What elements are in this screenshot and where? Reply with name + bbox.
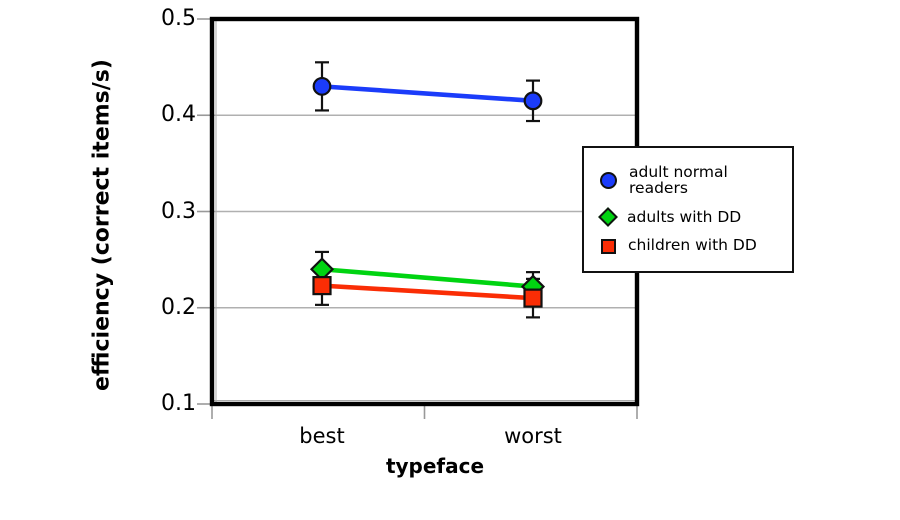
legend-item-adults-with-dd: adults with DD: [598, 207, 788, 228]
legend-marker-diamond-icon: [598, 207, 618, 228]
legend-item-children-with-dd: children with DD: [600, 238, 788, 254]
series-line-0: [321, 84, 534, 104]
x-axis-title: typeface: [385, 454, 485, 478]
legend-label: adult normal readers: [629, 163, 728, 197]
data-point-circle: [312, 76, 332, 96]
series-line-2: [321, 283, 534, 301]
y-tick-label: 0.1: [161, 391, 196, 416]
y-axis-title: efficiency (correct items/s): [89, 59, 115, 391]
data-point-square: [312, 276, 332, 296]
legend: adult normal readers adults with DD chil…: [582, 146, 794, 273]
legend-label: adults with DD: [627, 207, 742, 226]
y-tick-label: 0.2: [161, 294, 196, 320]
y-tick-label: 0.3: [161, 198, 196, 224]
y-tick-label: 0.4: [161, 102, 196, 128]
data-point-square: [523, 288, 543, 308]
series-line-1: [321, 266, 534, 289]
x-tick-label: best: [299, 424, 345, 448]
y-tick-label: 0.5: [161, 6, 196, 31]
legend-item-adult-normal-readers: adult normal readers: [600, 165, 788, 196]
legend-label: children with DD: [628, 236, 757, 255]
legend-marker-square-icon: [601, 238, 616, 254]
data-point-circle: [523, 91, 543, 111]
x-tick-label: worst: [504, 424, 562, 448]
legend-marker-circle-icon: [600, 172, 617, 190]
